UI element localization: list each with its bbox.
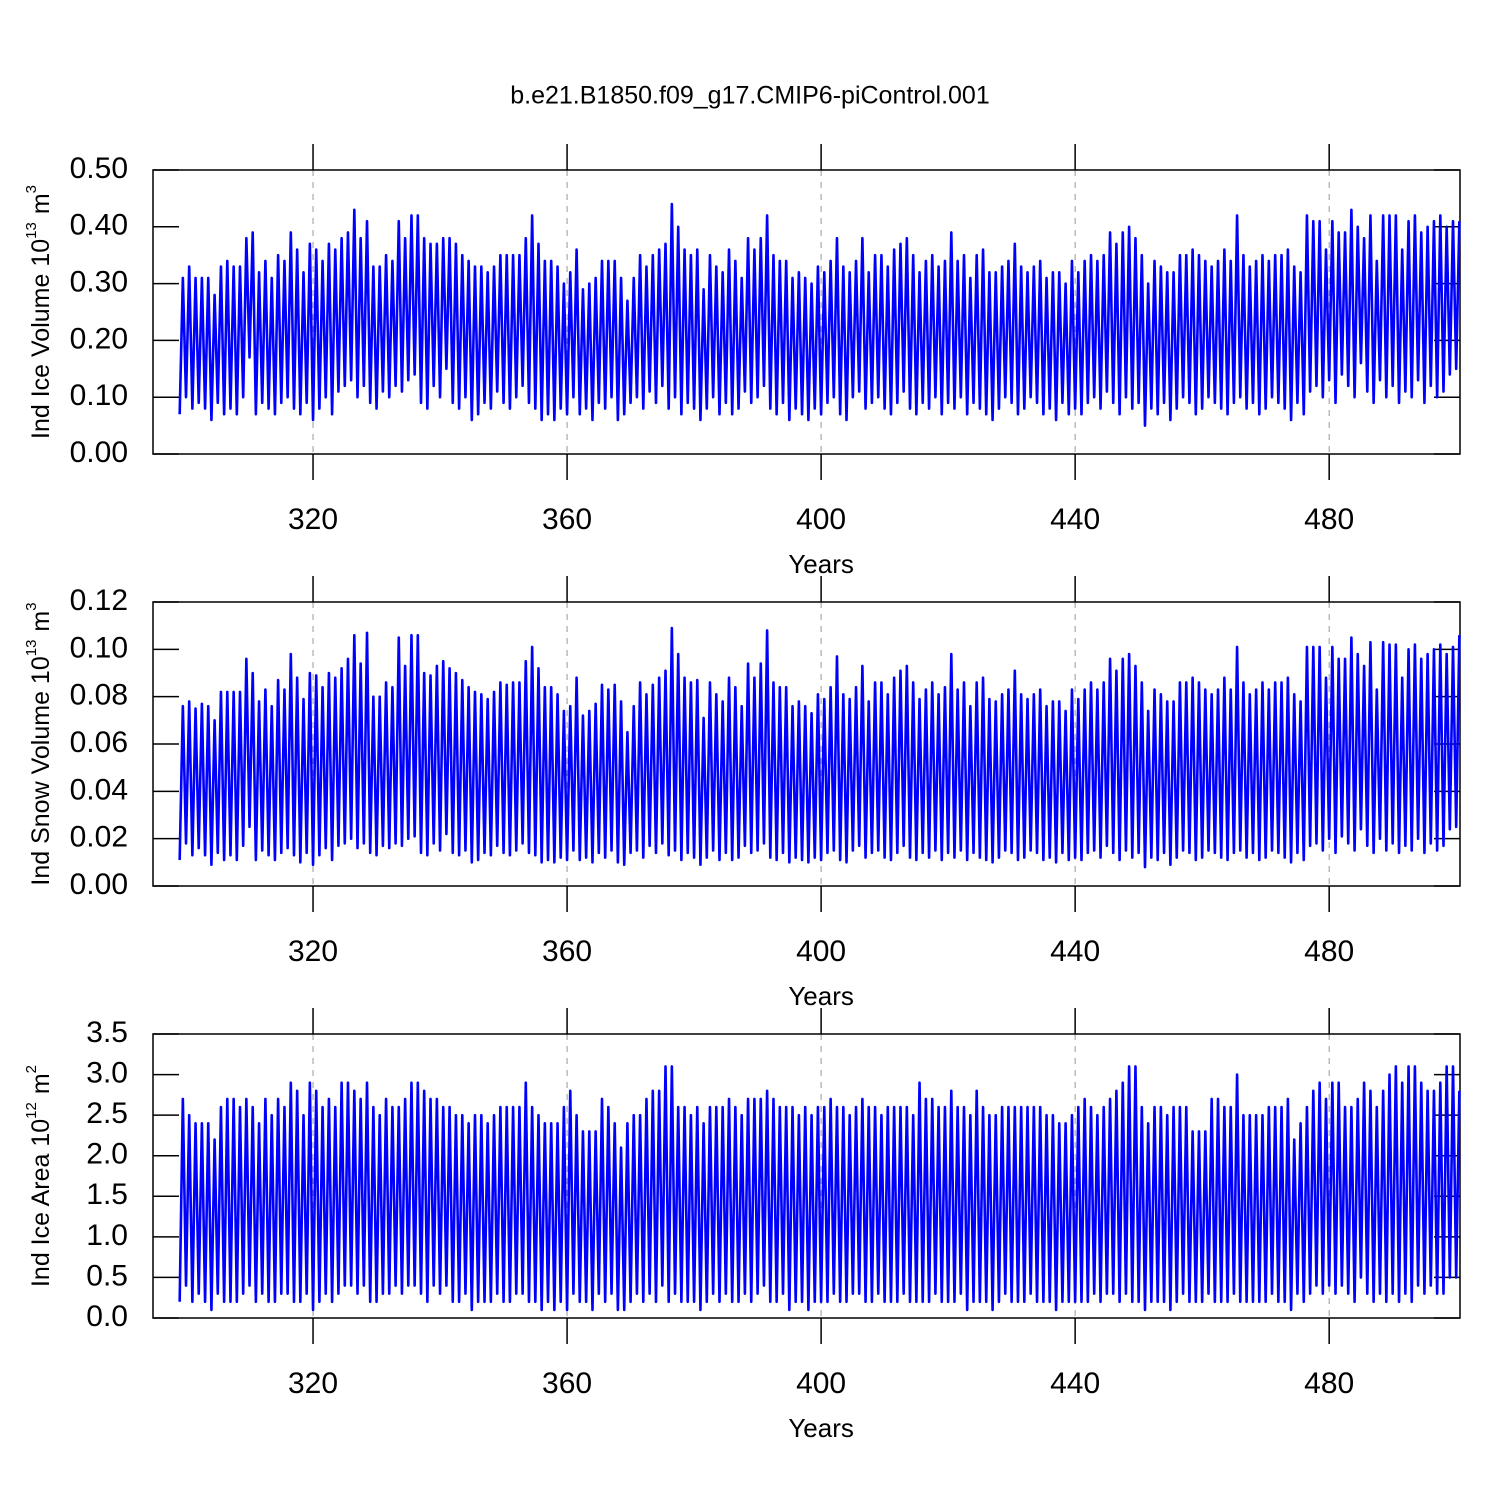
y-tick-label: 0.04 (70, 773, 128, 806)
data-line (178, 1065, 1461, 1312)
data-line (178, 202, 1461, 427)
panel: 320 360 400 440 480 Years 0.0 0.5 1.0 1.5 2.0 2.5 3.… (23, 1008, 1461, 1443)
y-tick-label: 0.30 (70, 266, 128, 299)
x-axis-label: Years (788, 1413, 854, 1443)
y-tick-label: 3.0 (86, 1056, 128, 1089)
figure-title: b.e21.B1850.f09_g17.CMIP6-piControl.001 (510, 82, 990, 110)
y-axis-label: Ind Ice Area 1012 m2 (23, 1065, 55, 1287)
x-tick-label: 360 (542, 1367, 592, 1400)
y-axis-label: Ind Snow Volume 1013 m3 (23, 602, 55, 885)
panel: 320 360 400 440 480 Years 0.00 0.02 0.04 0.06 0.08… (23, 576, 1461, 1011)
y-tick-label: 0.00 (70, 868, 128, 901)
y-tick-label: 2.5 (86, 1097, 128, 1130)
y-label-text: Ind Snow Volume 10 (27, 656, 55, 885)
y-tick-label: 0.5 (86, 1259, 128, 1292)
x-tick-label: 360 (542, 503, 592, 536)
x-tick-label: 400 (796, 1367, 846, 1400)
panel: 320 360 400 440 480 Years 0.00 0.10 0.20 0.30 0.40… (23, 144, 1461, 579)
plot-frame (152, 601, 1461, 887)
y-tick-label: 0.12 (70, 584, 128, 617)
y-tick-label: 0.06 (70, 726, 128, 759)
y-tick-label: 1.5 (86, 1178, 128, 1211)
plot-frame (152, 1033, 1461, 1319)
y-label-exponent: 13 (23, 640, 40, 657)
y-label-unit-exponent: 3 (23, 602, 40, 610)
y-tick-label: 0.20 (70, 322, 128, 355)
y-axis-label: Ind Ice Volume 1013 m3 (23, 185, 55, 439)
x-tick-label: 480 (1304, 1367, 1354, 1400)
x-tick-label: 400 (796, 935, 846, 968)
x-tick-label: 320 (288, 935, 338, 968)
x-tick-label: 320 (288, 1367, 338, 1400)
x-tick-label: 440 (1050, 1367, 1100, 1400)
x-tick-label: 320 (288, 503, 338, 536)
y-tick-label: 0.00 (70, 436, 128, 469)
y-tick-label: 0.0 (86, 1300, 128, 1333)
y-tick-label: 2.0 (86, 1138, 128, 1171)
x-axis-label: Years (788, 981, 854, 1011)
plot-frame (152, 169, 1461, 455)
x-axis-label: Years (788, 549, 854, 579)
x-tick-label: 480 (1304, 935, 1354, 968)
x-tick-label: 400 (796, 503, 846, 536)
y-tick-label: 1.0 (86, 1219, 128, 1252)
y-tick-label: 0.10 (70, 379, 128, 412)
y-label-exponent: 12 (23, 1102, 40, 1119)
y-label-unit-exponent: 2 (23, 1065, 40, 1073)
y-tick-label: 0.08 (70, 679, 128, 712)
y-tick-label: 3.5 (86, 1016, 128, 1049)
y-label-exponent: 13 (23, 222, 40, 239)
y-tick-label: 0.02 (70, 821, 128, 854)
x-tick-label: 360 (542, 935, 592, 968)
y-tick-label: 0.10 (70, 631, 128, 664)
y-label-unit: m (27, 193, 55, 214)
y-tick-label: 0.40 (70, 209, 128, 242)
y-label-unit-exponent: 3 (23, 185, 40, 193)
y-label-unit: m (27, 1073, 55, 1094)
data-line (178, 626, 1461, 869)
x-tick-label: 440 (1050, 503, 1100, 536)
x-tick-label: 480 (1304, 503, 1354, 536)
x-tick-label: 440 (1050, 935, 1100, 968)
y-label-text: Ind Ice Area 10 (27, 1119, 55, 1287)
y-label-unit: m (27, 611, 55, 632)
y-tick-label: 0.50 (70, 152, 128, 185)
y-label-text: Ind Ice Volume 10 (27, 239, 55, 439)
